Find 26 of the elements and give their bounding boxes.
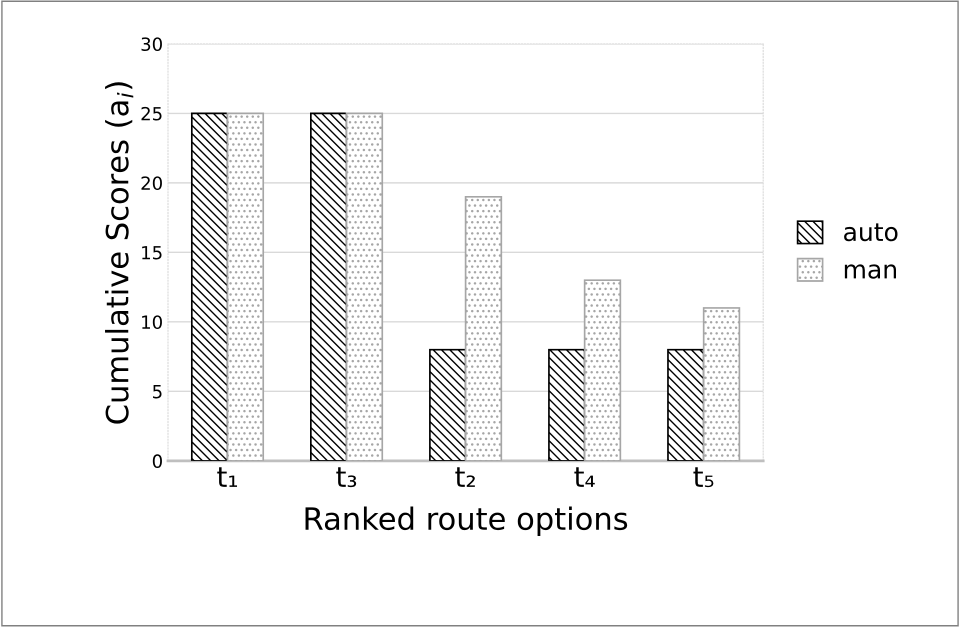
y-axis-title: Cumulative Scores (a$_{i}$) (105, 82, 134, 424)
bar (548, 348, 586, 461)
x-tick-label: t₃ (336, 467, 356, 488)
bar (310, 112, 348, 461)
bar (346, 112, 384, 461)
y-tick-label: 30 (142, 37, 162, 52)
y-tick-label: 10 (142, 315, 162, 329)
bar (190, 112, 228, 461)
y-tick-label: 5 (153, 385, 162, 398)
legend-label: man (844, 264, 896, 279)
legend-label: auto (844, 223, 898, 242)
bar (702, 307, 740, 461)
x-axis-title: Ranked route options (306, 506, 628, 536)
bar (667, 348, 705, 461)
bar (584, 279, 622, 461)
x-tick-label: t₄ (574, 467, 595, 487)
y-tick-label: 0 (152, 454, 162, 468)
x-tick-label: t₁ (217, 467, 238, 487)
y-tick-label: 20 (141, 176, 162, 190)
x-tick-label: t₅ (693, 467, 714, 488)
x-tick-label: t₂ (455, 467, 475, 487)
bar (226, 112, 264, 461)
y-tick-label: 15 (142, 246, 162, 260)
bar (464, 196, 502, 461)
y-tick-label: 25 (141, 106, 162, 120)
bar (429, 348, 466, 461)
